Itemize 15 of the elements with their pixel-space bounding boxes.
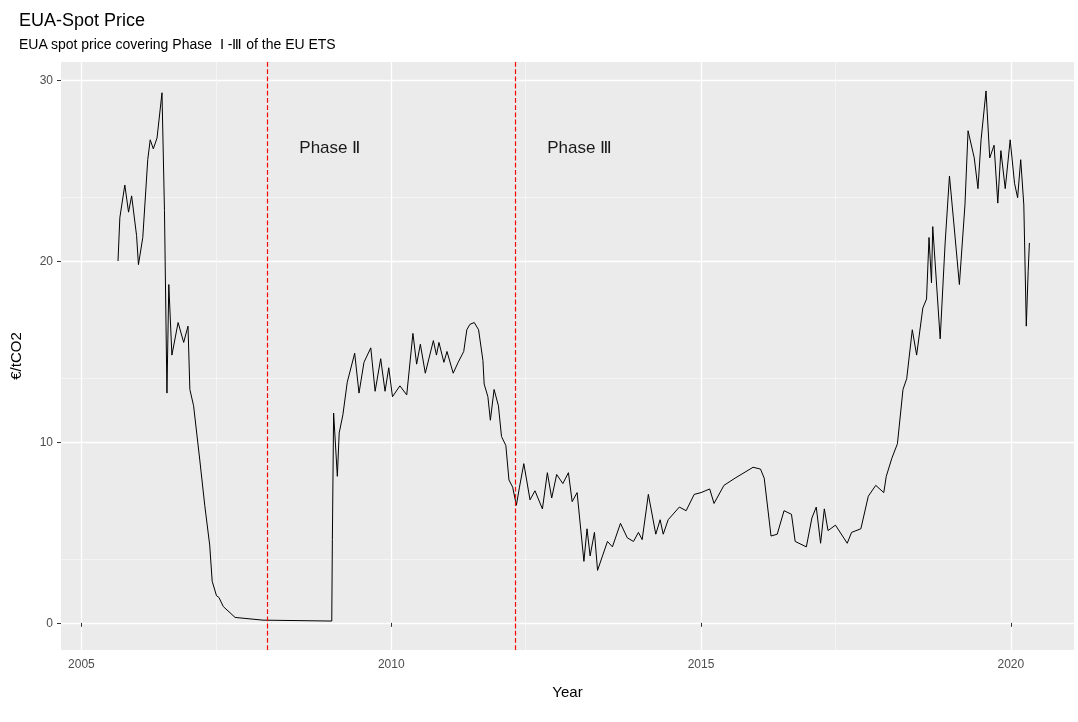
x-tick-label: 2015 xyxy=(687,657,715,671)
x-tick-label: 2020 xyxy=(997,657,1025,671)
x-axis-title: Year xyxy=(552,683,583,700)
x-tick-label: 2005 xyxy=(68,657,96,671)
y-tick-label: 30 xyxy=(39,73,54,88)
ref-line-label: Phase Ⅱ xyxy=(299,138,361,157)
y-axis-title: €/tCO2 xyxy=(7,332,24,380)
x-tick-label: 2010 xyxy=(377,657,405,671)
chart-subtitle: EUA spot price covering Phase Ⅰ -Ⅲ of the EU ETS xyxy=(19,36,336,52)
y-tick-label: 0 xyxy=(46,615,54,630)
y-tick-label: 20 xyxy=(39,254,54,269)
chart-title: EUA-Spot Price xyxy=(19,10,146,30)
ref-line-label: Phase Ⅲ xyxy=(547,138,613,157)
y-tick-label: 10 xyxy=(39,434,54,449)
line-series xyxy=(117,90,1030,622)
